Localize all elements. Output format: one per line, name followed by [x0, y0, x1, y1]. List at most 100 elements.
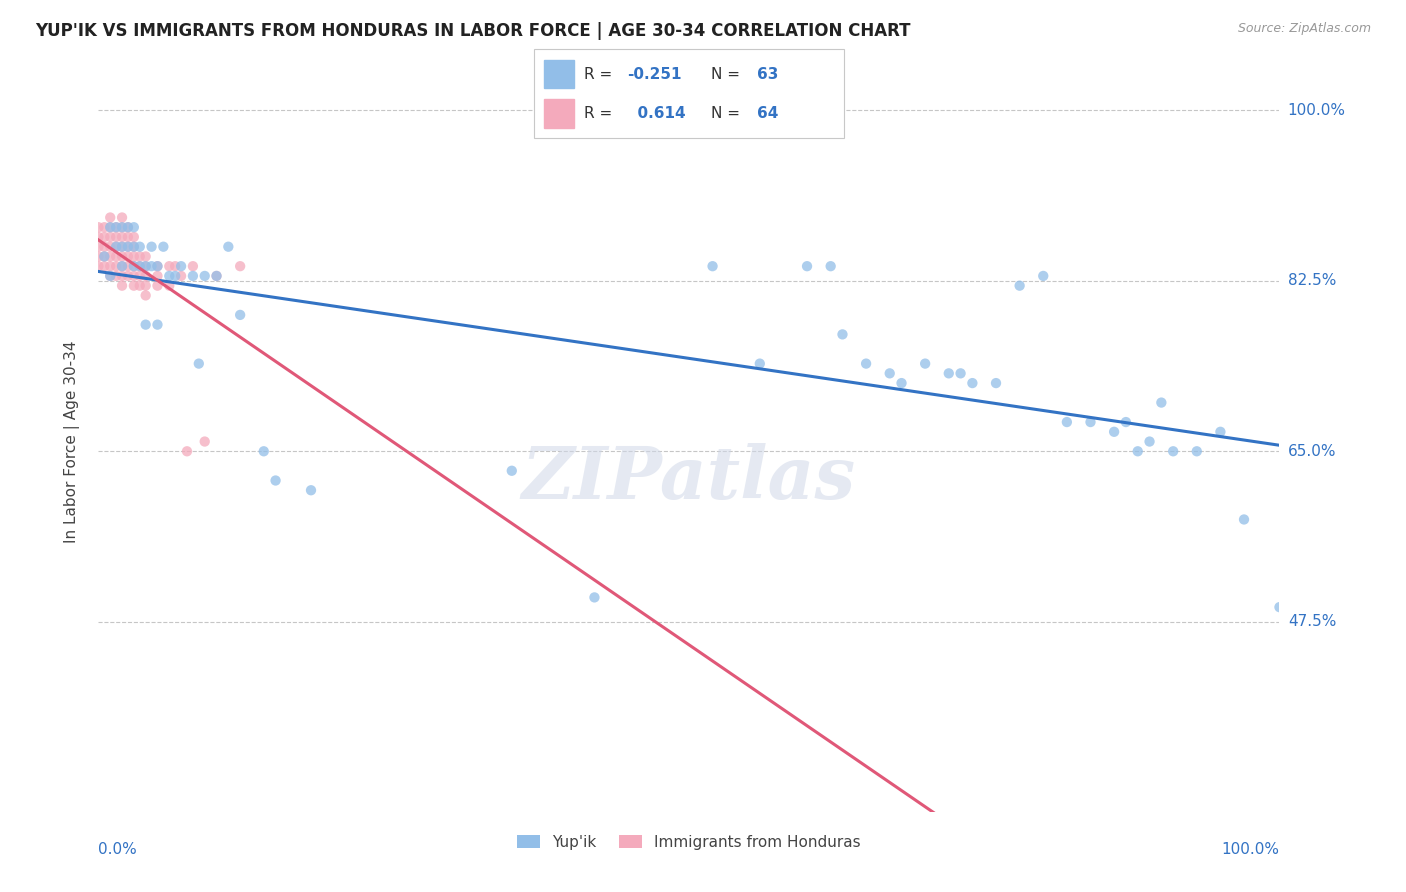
Text: R =: R =: [583, 106, 617, 120]
Point: [105, 230, 128, 244]
Point: [122, 220, 145, 235]
Point: [170, 259, 193, 273]
Point: [111, 240, 134, 254]
Y-axis label: In Labor Force | Age 30-34: In Labor Force | Age 30-34: [63, 340, 80, 543]
Bar: [544, 60, 575, 88]
Point: [105, 268, 128, 283]
Point: [1161, 444, 1184, 458]
Point: [87, 250, 110, 264]
Point: [141, 259, 163, 273]
Point: [1080, 415, 1102, 429]
Point: [117, 240, 139, 254]
Point: [135, 259, 157, 273]
Point: [117, 230, 139, 244]
Point: [135, 250, 157, 264]
Point: [152, 240, 174, 254]
Point: [87, 259, 110, 273]
Point: [105, 240, 128, 254]
Text: 100.0%: 100.0%: [1288, 103, 1346, 118]
Point: [98, 211, 121, 225]
Text: 47.5%: 47.5%: [1288, 615, 1336, 629]
Point: [87, 240, 110, 254]
Point: [122, 259, 145, 273]
Point: [122, 230, 145, 244]
Point: [111, 211, 134, 225]
Point: [98, 268, 121, 283]
Point: [205, 268, 228, 283]
Text: 65.0%: 65.0%: [1288, 444, 1336, 458]
Text: 82.5%: 82.5%: [1288, 273, 1336, 288]
Point: [122, 240, 145, 254]
Point: [93, 250, 115, 264]
Point: [176, 444, 198, 458]
Point: [1209, 425, 1232, 439]
Point: [1139, 434, 1161, 449]
Point: [264, 474, 287, 488]
Point: [122, 250, 145, 264]
Text: -0.251: -0.251: [627, 67, 682, 81]
Point: [914, 357, 936, 371]
Point: [146, 259, 169, 273]
Point: [253, 444, 276, 458]
Point: [879, 367, 901, 381]
Text: 0.0%: 0.0%: [98, 842, 138, 857]
Point: [962, 376, 984, 390]
Point: [93, 240, 115, 254]
Point: [111, 278, 134, 293]
Point: [141, 240, 163, 254]
Point: [890, 376, 912, 390]
Point: [122, 278, 145, 293]
Point: [796, 259, 818, 273]
Point: [135, 278, 157, 293]
Point: [1268, 600, 1291, 615]
Point: [98, 240, 121, 254]
Point: [135, 259, 157, 273]
Point: [122, 259, 145, 273]
Point: [1150, 395, 1173, 409]
Point: [831, 327, 853, 342]
Point: [98, 230, 121, 244]
Point: [98, 268, 121, 283]
Point: [1233, 512, 1256, 526]
Point: [111, 230, 134, 244]
Point: [501, 464, 523, 478]
Point: [949, 367, 972, 381]
Point: [117, 268, 139, 283]
Text: 0.614: 0.614: [627, 106, 686, 120]
Text: ZIPatlas: ZIPatlas: [522, 443, 856, 514]
Point: [128, 268, 150, 283]
Point: [98, 259, 121, 273]
Point: [146, 259, 169, 273]
Point: [748, 357, 770, 371]
Legend: Yup'ik, Immigrants from Honduras: Yup'ik, Immigrants from Honduras: [510, 829, 868, 856]
Point: [117, 240, 139, 254]
Point: [855, 357, 877, 371]
Point: [181, 268, 204, 283]
Point: [229, 308, 252, 322]
Point: [111, 220, 134, 235]
Text: N =: N =: [710, 106, 744, 120]
Point: [128, 250, 150, 264]
Point: [1115, 415, 1137, 429]
Point: [157, 259, 180, 273]
Text: 64: 64: [756, 106, 779, 120]
FancyBboxPatch shape: [534, 49, 844, 138]
Point: [165, 259, 187, 273]
Point: [105, 220, 128, 235]
Point: [229, 259, 252, 273]
Point: [117, 259, 139, 273]
Point: [87, 230, 110, 244]
Text: R =: R =: [583, 67, 617, 81]
Point: [111, 220, 134, 235]
Point: [111, 259, 134, 273]
Bar: [544, 99, 575, 128]
Point: [111, 268, 134, 283]
Point: [146, 268, 169, 283]
Point: [93, 230, 115, 244]
Point: [87, 220, 110, 235]
Point: [205, 268, 228, 283]
Point: [194, 268, 217, 283]
Text: YUP'IK VS IMMIGRANTS FROM HONDURAS IN LABOR FORCE | AGE 30-34 CORRELATION CHART: YUP'IK VS IMMIGRANTS FROM HONDURAS IN LA…: [35, 22, 911, 40]
Point: [1008, 278, 1031, 293]
Point: [117, 220, 139, 235]
